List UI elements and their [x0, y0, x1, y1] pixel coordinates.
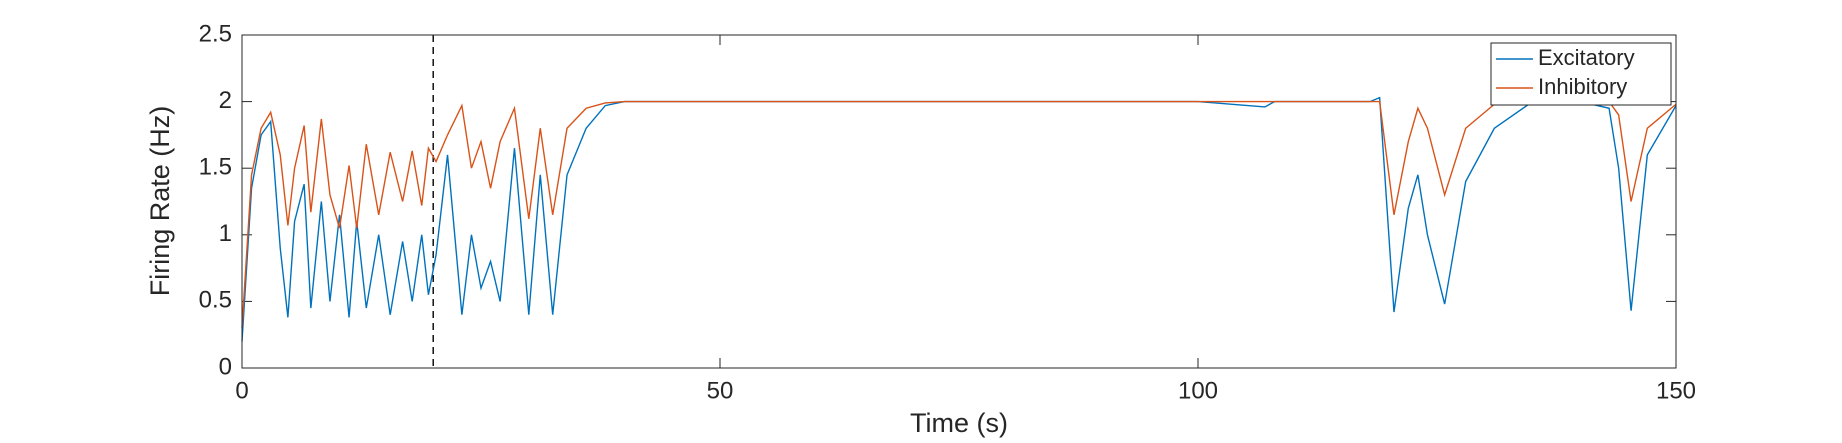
y-tick-label: 0.5 — [199, 287, 232, 314]
y-axis-label: Firing Rate (Hz) — [145, 106, 175, 297]
legend-label: Excitatory — [1538, 45, 1635, 70]
legend-box — [1490, 42, 1672, 106]
x-tick-label: 0 — [235, 377, 248, 404]
y-tick-label: 1 — [219, 220, 232, 247]
series-line — [241, 100, 1677, 329]
y-tick-label: 2.5 — [199, 20, 232, 47]
x-tick-label: 50 — [707, 377, 734, 404]
y-tick-label: 0 — [219, 353, 232, 380]
x-axis-label: Time (s) — [910, 408, 1008, 438]
axes-box — [241, 34, 1677, 369]
y-tick-label: 1.5 — [199, 154, 232, 181]
y-tick-label: 2 — [219, 87, 232, 114]
legend-label: Inhibitory — [1538, 74, 1627, 99]
x-tick-label: 100 — [1178, 377, 1218, 404]
x-tick-label: 150 — [1656, 377, 1696, 404]
series-line — [241, 96, 1677, 342]
